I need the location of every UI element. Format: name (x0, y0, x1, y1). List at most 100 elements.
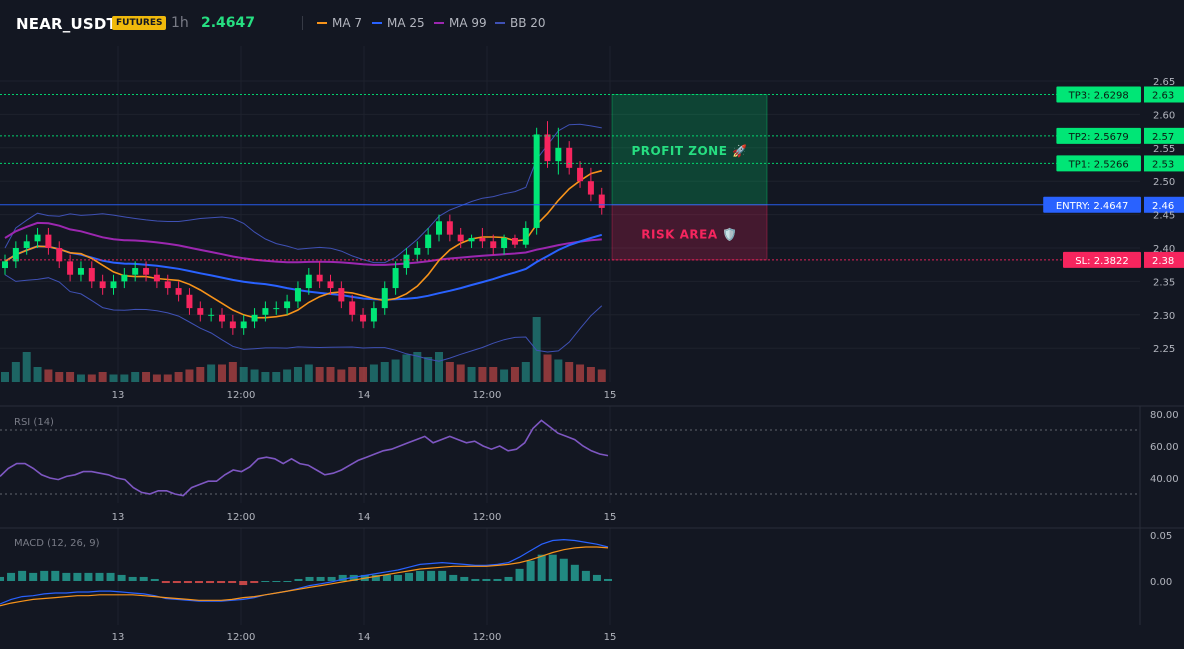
candle-body (240, 321, 247, 329)
candle-body (566, 147, 573, 168)
macd-histogram-bar (73, 572, 82, 581)
macd-histogram-bar (84, 572, 93, 581)
macd-histogram-bar (294, 578, 303, 581)
time-tick: 12:00 (473, 632, 502, 643)
tp3-axis-label: 2.63 (1152, 90, 1174, 101)
ma25-line (4, 233, 603, 301)
entry-axis-label: 2.46 (1152, 201, 1174, 212)
candle-body (501, 237, 508, 248)
candle-body (403, 254, 410, 269)
volume-bar (597, 369, 606, 382)
macd-histogram-bar (117, 574, 126, 581)
candle-body (316, 274, 323, 282)
chart-header: NEAR_USDT FUTURES 1h 2.4647 MA 7 MA 25 M… (0, 0, 1184, 46)
candle-body (208, 314, 215, 316)
volume-bar (174, 372, 183, 382)
macd-histogram-bar (316, 576, 325, 581)
macd-histogram-bar (272, 581, 281, 582)
macd-histogram-bar (206, 581, 215, 584)
candle-body (2, 261, 8, 269)
price-tick: 2.60 (1153, 110, 1175, 121)
macd-histogram-bar (62, 572, 71, 581)
entry-tag-label: ENTRY: 2.4647 (1056, 201, 1129, 212)
volume-bar (380, 362, 389, 382)
candle-body (77, 268, 84, 275)
candle-body (153, 274, 160, 282)
time-tick: 12:00 (227, 390, 256, 401)
macd-histogram-bar (250, 581, 259, 584)
volume-bar (369, 364, 378, 382)
price-tick: 2.55 (1153, 144, 1175, 155)
macd-histogram-bar (349, 574, 358, 581)
volume-bar (120, 374, 129, 382)
candle-body (587, 181, 594, 195)
macd-line (0, 538, 609, 605)
volume-bar (163, 374, 172, 382)
macd-histogram-bar (7, 572, 16, 581)
candle-body (12, 248, 19, 262)
macd-label: MACD (12, 26, 9) (14, 538, 100, 549)
timeframe-label[interactable]: 1h (171, 15, 189, 31)
candle-body (251, 314, 258, 322)
volume-bar (435, 352, 443, 382)
sl-tag: SL: 2.3822 2.38 (1063, 251, 1184, 268)
macd-pane: MACD (12, 26, 9) 0.05 0.00 (0, 531, 1172, 607)
symbol-label[interactable]: NEAR_USDT (16, 15, 117, 33)
candle-body (67, 261, 74, 275)
volume-bar (185, 369, 194, 382)
volume-bar (22, 352, 31, 382)
candle-body (121, 274, 128, 282)
grid-lines (0, 46, 1184, 625)
macd-histogram-bar (482, 578, 491, 581)
candle-body (360, 314, 367, 322)
candle-body (468, 237, 475, 242)
macd-histogram-bar (239, 581, 248, 586)
volume-bar (272, 372, 281, 382)
candle-body (598, 194, 605, 208)
volume-bar (87, 374, 96, 382)
trade-zones: PROFIT ZONE 🚀 RISK AREA 🛡️ (611, 93, 768, 261)
legend-ma25[interactable]: MA 25 (372, 16, 425, 30)
profit-zone (611, 93, 768, 206)
macd-histogram-bar (581, 570, 590, 581)
candle-body (229, 321, 236, 329)
volume-bar (33, 367, 42, 382)
candle-body (436, 221, 442, 235)
bb-lower-line (4, 274, 603, 362)
entry-axis-bg (1144, 196, 1184, 213)
macd-histogram-bar (283, 581, 292, 582)
volume-bar (293, 367, 302, 382)
volume-bar (402, 354, 411, 382)
time-tick: 15 (604, 390, 617, 401)
macd-histogram-bar (393, 574, 402, 581)
legend-ma25-label: MA 25 (387, 16, 425, 30)
macd-histogram-bar (416, 570, 425, 581)
legend-bb20[interactable]: BB 20 (495, 16, 546, 30)
volume-bar (55, 372, 64, 382)
volume-bar (489, 367, 498, 382)
legend-ma99[interactable]: MA 99 (434, 16, 487, 30)
macd-histogram-bar (526, 560, 535, 581)
ma7-swatch-icon (317, 22, 327, 24)
macd-histogram-bar (40, 570, 49, 581)
header-divider (302, 16, 303, 30)
time-tick: 13 (112, 632, 125, 643)
volume-bar (413, 352, 422, 382)
time-axes[interactable]: 13 12:00 14 12:00 15 13 12:00 14 12:00 15 13 12:00 1… (112, 390, 617, 643)
time-tick: 15 (604, 632, 617, 643)
sl-axis-bg (1144, 251, 1184, 268)
volume-bar (304, 364, 313, 382)
price-tick: 2.25 (1153, 344, 1175, 355)
macd-histogram-bar (592, 574, 601, 581)
candle-body (45, 234, 52, 248)
macd-histogram-bar (139, 576, 148, 581)
macd-histogram-bar (18, 570, 27, 581)
candle-body (143, 268, 150, 275)
price-axis[interactable]: 2.65 2.60 2.55 2.50 2.45 2.40 2.35 2.30 2.25 (1153, 77, 1175, 355)
macd-histogram-bar (51, 570, 60, 581)
candle-body (305, 274, 312, 289)
macd-histogram-bar (438, 570, 447, 581)
candle-body (294, 288, 301, 302)
legend-ma7[interactable]: MA 7 (317, 16, 362, 30)
